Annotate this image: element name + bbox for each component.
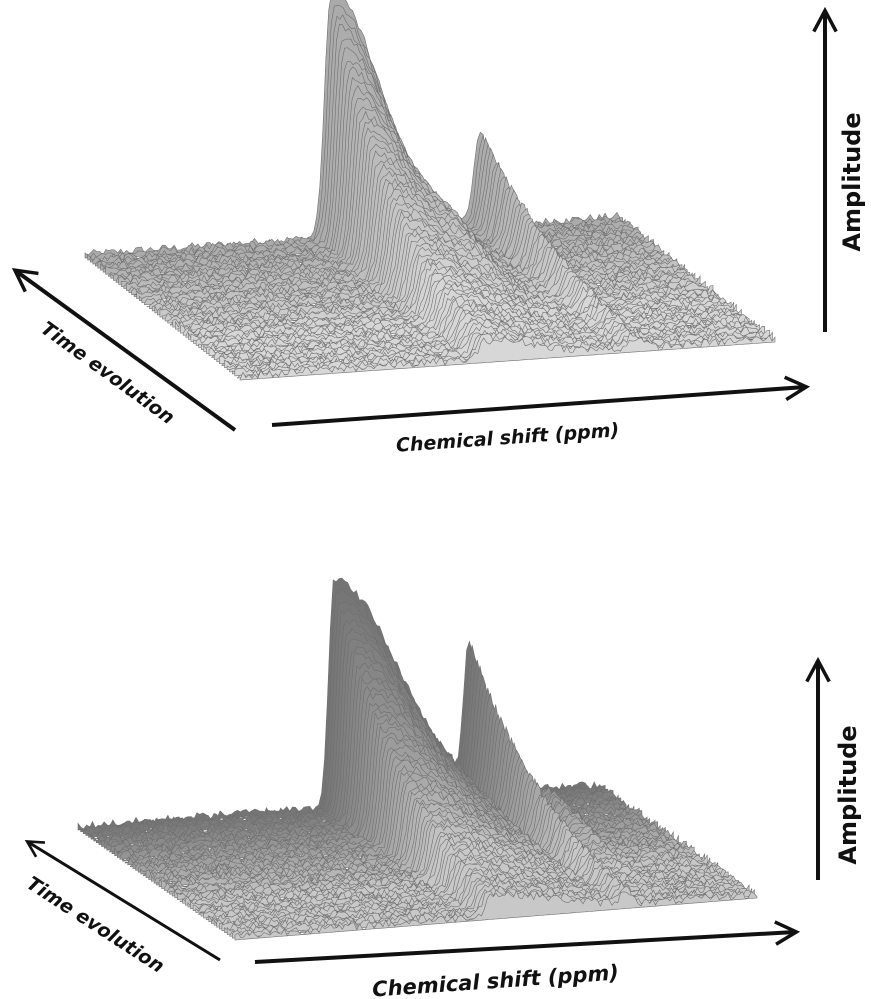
amplitude-label: Amplitude [834,725,862,864]
shift-label: Chemical shift (ppm) [371,960,619,999]
shift-arrow [271,375,811,427]
shift-label: Chemical shift (ppm) [395,419,620,457]
surface-slice [234,889,758,941]
surface-plot [77,577,758,941]
amplitude-label: Amplitude [838,112,866,251]
surface-slice [239,334,776,381]
surface-plot [84,0,776,381]
time-arrow [24,839,221,962]
shift-arrow [254,920,801,964]
time-arrow [11,267,237,432]
time-label: Time evolution [22,872,168,977]
